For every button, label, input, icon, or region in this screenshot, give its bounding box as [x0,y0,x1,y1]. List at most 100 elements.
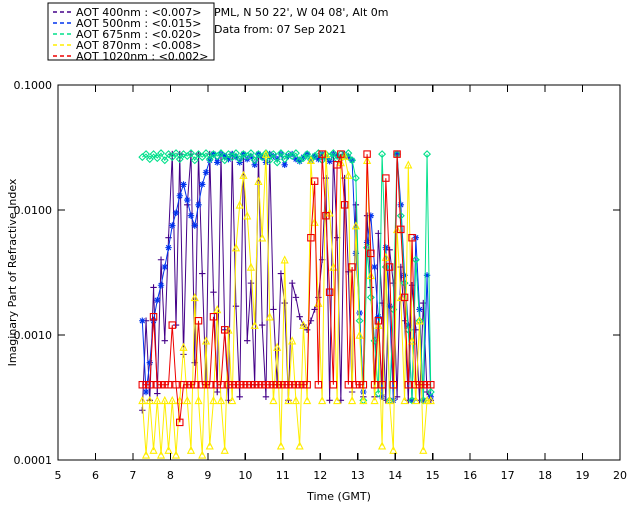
data-point [261,149,271,158]
data-point [239,150,248,159]
data-point [400,395,409,405]
data-point [295,441,304,450]
data-point [419,445,428,454]
data-point [157,256,165,263]
data-point [265,312,274,321]
data-point [325,288,334,296]
data-point [217,380,225,389]
legend-label: AOT 870nm : <0.008> [76,39,202,52]
data-point [426,388,435,396]
data-point [344,149,353,158]
series-line-aot_675 [141,152,432,401]
data-point [351,174,360,183]
data-point [292,294,300,301]
data-point [389,380,398,389]
data-point [396,211,405,220]
data-point [371,263,378,271]
data-point [179,342,188,351]
data-point [411,255,420,264]
legend-item-aot_500[interactable]: AOT 500nm : <0.015> [53,17,202,30]
legend-label: AOT 1020nm : <0.002> [76,50,209,63]
data-point [340,201,349,209]
x-tick-label: 12 [313,469,327,482]
data-point [209,395,218,405]
data-point [300,153,307,161]
data-point [386,302,393,310]
data-point [164,380,173,389]
data-point [141,450,151,459]
data-point [333,395,342,405]
data-point [351,221,360,230]
data-point [156,450,166,459]
data-point [172,209,180,216]
data-point [236,393,243,401]
data-point [247,279,255,287]
data-point [246,149,255,158]
data-point [194,395,203,405]
x-tick-label: 18 [538,469,552,482]
data-point [273,342,282,351]
data-point [231,149,240,158]
data-point [291,149,300,158]
data-point [243,211,252,220]
data-point [201,336,211,345]
data-point [235,155,244,164]
data-point [303,326,311,334]
data-point [139,317,146,324]
data-point [314,380,323,389]
data-point [326,158,333,165]
data-point [251,161,258,168]
data-point [172,380,180,389]
x-tick-label: 15 [426,469,440,482]
x-tick-label: 11 [276,469,290,482]
data-point [288,336,297,345]
data-point [408,282,416,289]
data-point [145,155,154,164]
data-point [404,160,413,169]
chart-site-title: PML, N 50 22', W 04 08', Alt 0m [214,6,388,19]
data-point [404,380,413,389]
data-point [180,181,187,188]
data-point [214,159,221,166]
data-point [161,337,168,344]
x-tick-label: 7 [129,469,136,482]
data-point [190,156,199,165]
data-point [168,395,177,405]
data-point [250,156,259,165]
legend-item-aot_400[interactable]: AOT 400nm : <0.007> [53,6,202,19]
data-point [176,418,184,427]
data-point [401,317,408,324]
data-point [149,445,158,454]
x-tick-label: 14 [388,469,402,482]
data-point [161,263,168,271]
data-point [225,155,232,163]
data-point [352,250,360,257]
data-point [385,263,394,271]
series-line-aot_870 [141,154,431,455]
data-point [377,441,387,450]
data-point [150,284,157,291]
data-point [187,149,195,158]
legend-item-aot_870[interactable]: AOT 870nm : <0.008> [53,39,202,52]
data-point [303,380,311,389]
legend-label: AOT 500nm : <0.015> [76,17,202,30]
data-point [393,393,401,401]
data-point [329,380,338,389]
data-point [254,176,263,185]
data-point [179,150,188,159]
data-point [359,380,368,389]
data-point [184,196,191,204]
data-point [363,239,371,246]
data-point [344,170,353,179]
legend-item-aot_675[interactable]: AOT 675nm : <0.020> [53,28,202,41]
data-point [348,263,356,271]
data-point [164,445,173,454]
data-point [423,272,431,279]
data-point [284,395,293,405]
legend-item-aot_1020[interactable]: AOT 1020nm : <0.002> [53,50,209,63]
data-point [382,244,390,251]
data-point [175,395,184,405]
data-point [210,288,217,296]
data-point [149,312,158,321]
data-point [344,380,353,389]
